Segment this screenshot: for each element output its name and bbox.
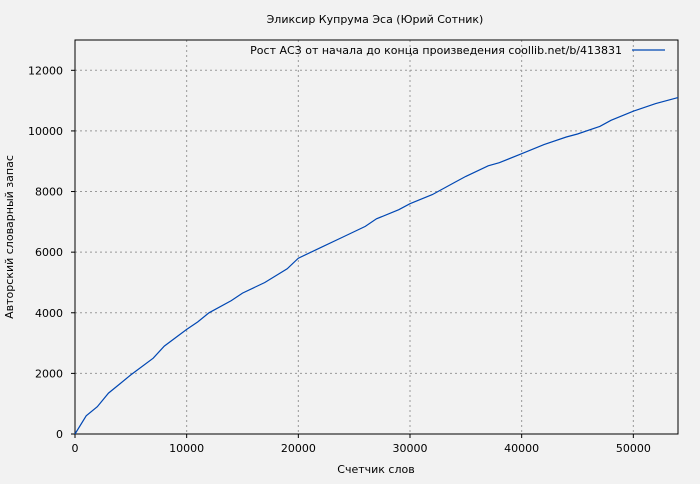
y-tick-label: 4000 (35, 307, 63, 320)
series-group (74, 97, 679, 435)
chart-title: Эликсир Купрума Эса (Юрий Сотник) (267, 13, 484, 26)
x-tick-label: 40000 (504, 442, 539, 455)
y-axis-label: Авторский словарный запас (3, 155, 16, 319)
y-tick-label: 12000 (28, 64, 63, 77)
plot-frame (74, 39, 679, 435)
x-axis-label: Счетчик слов (337, 463, 414, 476)
x-tick-label: 20000 (281, 442, 316, 455)
x-tick-label: 10000 (169, 442, 204, 455)
y-tick-label: 8000 (35, 186, 63, 199)
x-tick-label: 0 (72, 442, 79, 455)
x-tick-label: 50000 (616, 442, 651, 455)
y-tick-label: 2000 (35, 367, 63, 380)
axis-ticks: 0 10000 20000 30000 40000 50000 0 2000 4000 6000 8… (28, 64, 651, 455)
series-line (74, 97, 679, 435)
y-tick-label: 6000 (35, 246, 63, 259)
legend-label: Рост АСЗ от начала до конца произведения… (250, 44, 622, 57)
y-tick-label: 0 (56, 428, 63, 441)
y-tick-label: 10000 (28, 125, 63, 138)
grid (75, 40, 678, 434)
x-tick-label: 30000 (393, 442, 428, 455)
